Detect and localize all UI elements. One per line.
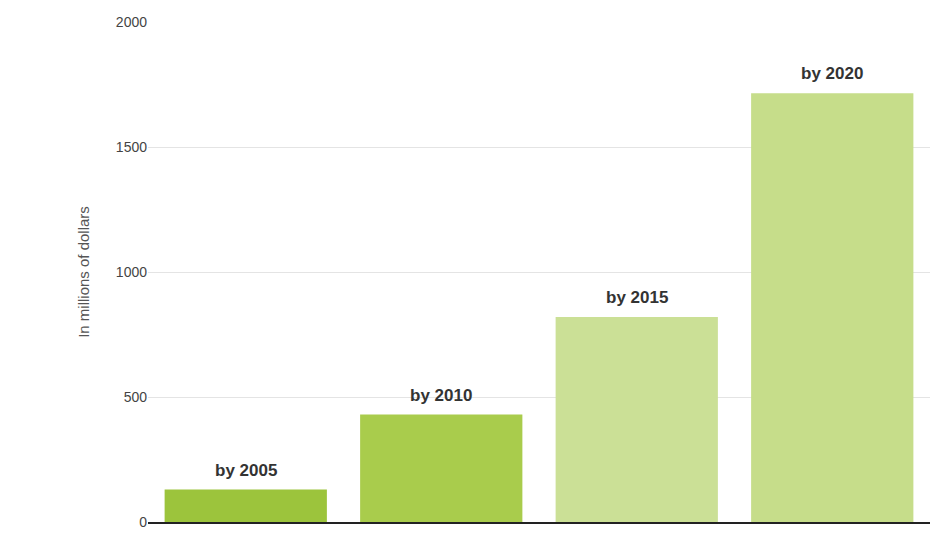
svg-text:1000: 1000: [116, 264, 147, 280]
svg-text:by 2020: by 2020: [801, 64, 863, 83]
svg-text:500: 500: [124, 389, 148, 405]
svg-text:2000: 2000: [116, 14, 147, 30]
svg-text:In millions of dollars: In millions of dollars: [75, 206, 92, 338]
svg-text:by 2015: by 2015: [606, 288, 668, 307]
svg-text:by 2005: by 2005: [215, 461, 277, 480]
svg-text:1500: 1500: [116, 139, 147, 155]
svg-text:by 2010: by 2010: [410, 386, 472, 405]
svg-text:0: 0: [139, 514, 147, 530]
